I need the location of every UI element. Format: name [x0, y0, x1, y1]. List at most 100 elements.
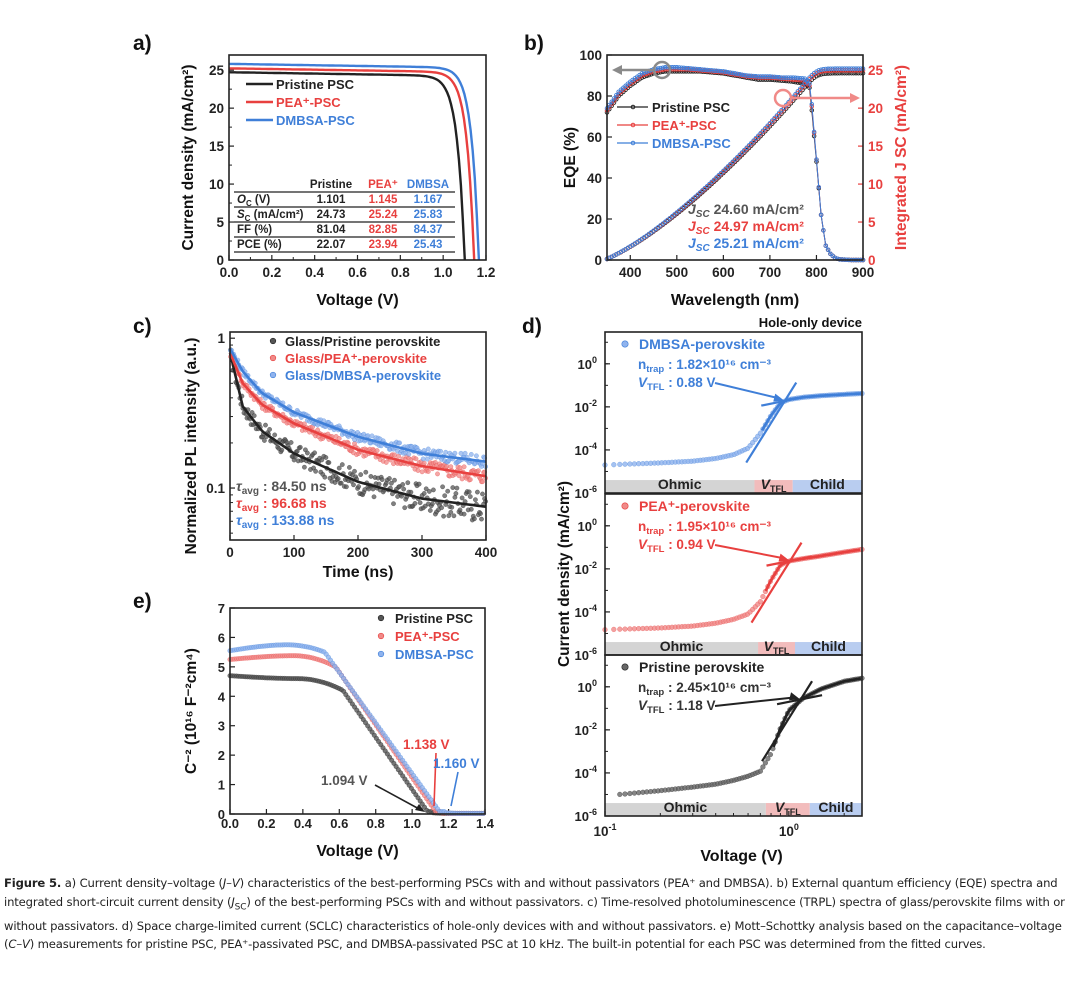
- trpl-point: [251, 413, 257, 419]
- caption-fragment: ) of the best-performing PSCs with and w…: [4, 894, 1065, 952]
- integrated-jsc-marker: [611, 253, 617, 258]
- integrated-jsc-marker: [849, 70, 854, 76]
- label-main: S: [237, 209, 245, 221]
- y2-tick-label: 10: [868, 177, 883, 192]
- integrated-jsc-marker: [844, 66, 849, 71]
- legend-label: DMBSA-perovskite: [639, 336, 765, 352]
- tick-base: 10: [575, 723, 589, 738]
- panel-c: c) 0 100 200 300 400 0.1 1 Time (ns) Normalized P…: [133, 315, 497, 581]
- x-tick-label: 700: [759, 265, 782, 280]
- eqe-marker: [609, 99, 614, 104]
- integrated-jsc-marker: [804, 78, 810, 83]
- eqe-marker: [786, 75, 791, 80]
- tick-exponent: 0: [592, 355, 597, 365]
- y-tick-label: 6: [218, 630, 225, 645]
- integrated-jsc-marker: [709, 179, 714, 185]
- sclc-point: [622, 461, 628, 467]
- y-tick-label: 10-2: [575, 560, 597, 577]
- legend-label: Pristine perovskite: [639, 659, 764, 675]
- region-label-ohmic: Ohmic: [660, 638, 704, 654]
- eqe-marker: [774, 74, 780, 80]
- integrated-jsc-marker: [816, 70, 822, 75]
- eqe-marker: [718, 68, 724, 74]
- sclc-point: [760, 764, 766, 770]
- integrated-jsc-marker: [821, 66, 826, 72]
- table-cell: 82.85: [369, 224, 398, 236]
- annotation-arrowhead: [789, 692, 801, 701]
- panel-e: e) 0.0 0.2 0.4 0.6 0.8 1.0 1.2 1.4 0 1 2 3 4 5 6 7 Voltag…: [133, 590, 495, 860]
- x-tick-label: 0.2: [262, 265, 281, 280]
- x-tick-label: 0.0: [220, 265, 239, 280]
- integrated-jsc-marker: [832, 66, 838, 71]
- eqe-marker: [723, 69, 728, 75]
- trpl-point: [326, 460, 332, 466]
- trpl-point: [336, 465, 342, 471]
- jsc-value: 24.60 mA/cm²: [710, 201, 804, 217]
- trpl-point: [388, 480, 394, 486]
- trpl-point: [263, 422, 268, 428]
- trpl-point: [304, 450, 310, 456]
- integrated-jsc-marker: [751, 138, 756, 143]
- x-tick-label: 900: [852, 265, 875, 280]
- table-cell: 22.07: [317, 239, 346, 251]
- legend-label: Pristine PSC: [395, 611, 474, 626]
- tau-subscript: avg: [242, 520, 259, 531]
- integrated-jsc-marker: [825, 71, 831, 76]
- table-row-label: OC (V): [237, 194, 270, 208]
- trpl-point: [468, 451, 474, 457]
- eqe-marker: [695, 66, 701, 72]
- trpl-point: [452, 450, 458, 456]
- tick-base: 10: [575, 766, 589, 781]
- trpl-point: [416, 481, 422, 487]
- tau-symbol: τ: [236, 478, 243, 494]
- eqe-marker: [790, 75, 796, 80]
- eqe-marker: [825, 247, 831, 253]
- eqe-marker: [714, 68, 719, 74]
- caption-fragment: ) characteristics of the best-performing…: [4, 876, 1058, 909]
- integrated-jsc-marker: [856, 70, 861, 76]
- vtfl-symbol: V: [638, 537, 648, 552]
- trpl-point: [426, 488, 432, 494]
- x-axis-label: Time (ns): [323, 564, 394, 581]
- jsc-annotation: JSC 25.21 mA/cm²: [688, 235, 804, 254]
- trpl-point: [438, 448, 444, 454]
- trpl-point: [425, 469, 431, 474]
- y-tick-label: 10-6: [575, 807, 597, 824]
- table-cell: 25.24: [369, 209, 398, 221]
- eqe-marker: [779, 75, 784, 80]
- x-tick-label: 800: [805, 265, 828, 280]
- trpl-point: [468, 506, 474, 512]
- legend-label: DMBSA-PSC: [276, 113, 355, 128]
- integrated-jsc-marker: [818, 67, 824, 72]
- eqe-marker: [676, 65, 682, 70]
- jsc-symbol: J: [688, 201, 697, 217]
- trpl-point: [365, 433, 371, 439]
- x-tick-label: 0.8: [391, 265, 410, 280]
- sclc-subplot: Ohmic VTFL Child10-610-410-2100PEA⁺-perovs…: [575, 493, 865, 663]
- tick-base: 10: [578, 519, 592, 534]
- trpl-point: [405, 480, 411, 486]
- steep-fit-line: [750, 542, 803, 624]
- trpl-point: [474, 489, 480, 495]
- y-tick-label: 7: [218, 601, 225, 616]
- eqe-marker: [662, 65, 668, 70]
- integrated-jsc-marker: [723, 166, 728, 171]
- sclc-point: [617, 626, 623, 632]
- integrated-jsc-marker: [765, 126, 770, 131]
- trpl-point: [322, 474, 328, 480]
- trpl-point: [412, 500, 418, 506]
- jsc-subscript: SC: [696, 226, 711, 237]
- tick-base: 10: [575, 648, 589, 663]
- y-axis-label: Current density (mA/cm²): [556, 481, 573, 667]
- jsc-value: 24.97 mA/cm²: [710, 218, 804, 234]
- eqe-marker: [814, 157, 819, 162]
- integrated-jsc-marker: [837, 66, 842, 71]
- trpl-point: [424, 456, 430, 462]
- sclc-point: [757, 768, 764, 774]
- integrated-jsc-marker: [714, 175, 719, 180]
- eqe-marker: [614, 92, 619, 98]
- vtfl-label: VTFL : 1.18 V: [638, 698, 715, 716]
- annotation-arrowhead: [778, 553, 790, 562]
- sclc-point: [765, 756, 771, 762]
- legend-label: DMBSA-PSC: [395, 647, 474, 662]
